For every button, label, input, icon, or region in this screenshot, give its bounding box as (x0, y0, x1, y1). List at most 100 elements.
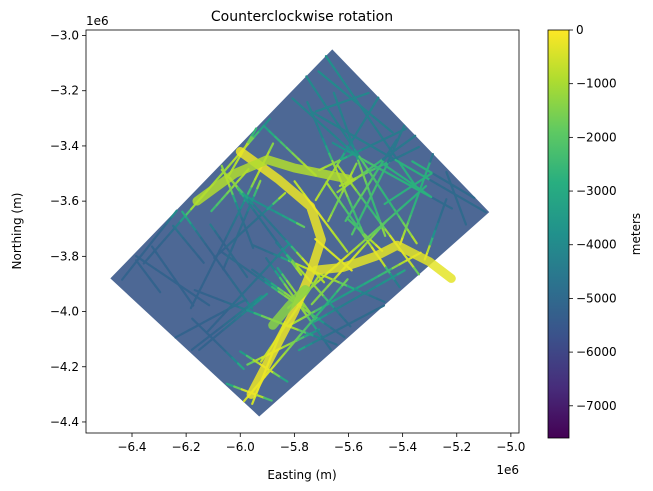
track-segment (279, 233, 288, 242)
track-segment (297, 102, 306, 111)
track-segment (228, 246, 234, 256)
track-segment (301, 257, 309, 266)
track-segment (459, 188, 469, 195)
track-segment (372, 183, 379, 193)
track-segment (408, 166, 418, 174)
track-segment (294, 333, 303, 342)
track-segment (246, 134, 254, 144)
track-segment (358, 237, 368, 246)
track-segment (323, 75, 332, 83)
track-segment (320, 302, 328, 311)
track-segment (252, 358, 262, 366)
track-segment (258, 246, 268, 253)
track-segment (322, 102, 330, 111)
track-segment (369, 231, 377, 240)
track-segment (279, 376, 289, 383)
track-segment (264, 347, 272, 357)
track-segment (393, 279, 401, 289)
track-segment (410, 182, 420, 190)
track-segment (365, 179, 373, 189)
track-segment (231, 356, 240, 365)
track-segment (253, 129, 261, 138)
track-segment (246, 185, 253, 195)
track-segment (336, 237, 344, 247)
track-segment (397, 215, 405, 225)
track-segment (363, 278, 373, 285)
track-segment (204, 243, 212, 252)
track-segment (358, 211, 364, 222)
track-segment (263, 396, 273, 402)
track-segment (315, 123, 321, 133)
track-segment (213, 251, 222, 259)
track-segment (204, 338, 213, 346)
track-segment (350, 183, 358, 193)
track-segment (150, 245, 158, 255)
track-segment (398, 259, 408, 266)
track-segment (283, 283, 291, 292)
track-segment (370, 197, 376, 207)
track-segment (216, 313, 225, 322)
track-segment (197, 255, 205, 264)
track-segment (442, 198, 448, 208)
track-segment (393, 139, 399, 149)
track-segment (201, 291, 211, 297)
track-segment (349, 142, 356, 151)
track-segment (368, 162, 378, 170)
x-tick-label: −6.0 (226, 440, 255, 454)
track-segment (360, 105, 369, 114)
track-segment (362, 174, 368, 185)
track-segment (309, 82, 317, 91)
track-segment (246, 231, 252, 242)
track-segment (407, 134, 417, 142)
track-segment (313, 334, 323, 340)
track-segment (334, 194, 342, 203)
track-segment (343, 207, 351, 217)
track-segment (342, 90, 351, 98)
track-segment (222, 260, 228, 271)
track-segment (230, 235, 240, 243)
track-segment (347, 87, 355, 97)
track-segment (149, 278, 157, 287)
track-segment (251, 243, 261, 250)
track-segment (297, 345, 308, 352)
track-segment (230, 303, 241, 309)
track-segment (314, 107, 325, 113)
track-segment (385, 126, 394, 134)
track-segment (236, 174, 245, 183)
track-segment (280, 256, 290, 262)
ridge-band (192, 155, 353, 206)
track-segment (449, 190, 460, 198)
track-segment (369, 238, 378, 247)
track-segment (311, 337, 322, 344)
track-segment (221, 235, 228, 245)
track-segment (399, 124, 406, 135)
track-segment (390, 168, 400, 176)
track-segment (231, 238, 237, 249)
x-tick-label: −6.2 (172, 440, 201, 454)
track-segment (245, 309, 256, 315)
track-segment (340, 128, 348, 138)
track-segment (370, 227, 380, 235)
track-segment (445, 170, 451, 181)
track-segment (154, 268, 164, 276)
track-segment (283, 291, 293, 299)
track-segment (298, 329, 308, 335)
track-segment (370, 274, 380, 281)
track-segment (331, 115, 339, 125)
track-segment (379, 134, 387, 143)
track-segment (285, 254, 293, 263)
track-segment (276, 248, 285, 258)
track-segment (267, 207, 277, 214)
y-tick-label: −4.2 (50, 360, 79, 374)
track-segment (155, 251, 163, 261)
track-segment (400, 200, 410, 209)
track-segment (352, 130, 359, 140)
track-segment (396, 131, 403, 142)
track-segment (361, 233, 369, 243)
track-segment (208, 294, 219, 300)
track-segment (336, 164, 344, 173)
track-segment (327, 212, 333, 223)
track-segment (277, 290, 287, 298)
track-segment (252, 204, 261, 213)
track-segment (367, 167, 377, 173)
